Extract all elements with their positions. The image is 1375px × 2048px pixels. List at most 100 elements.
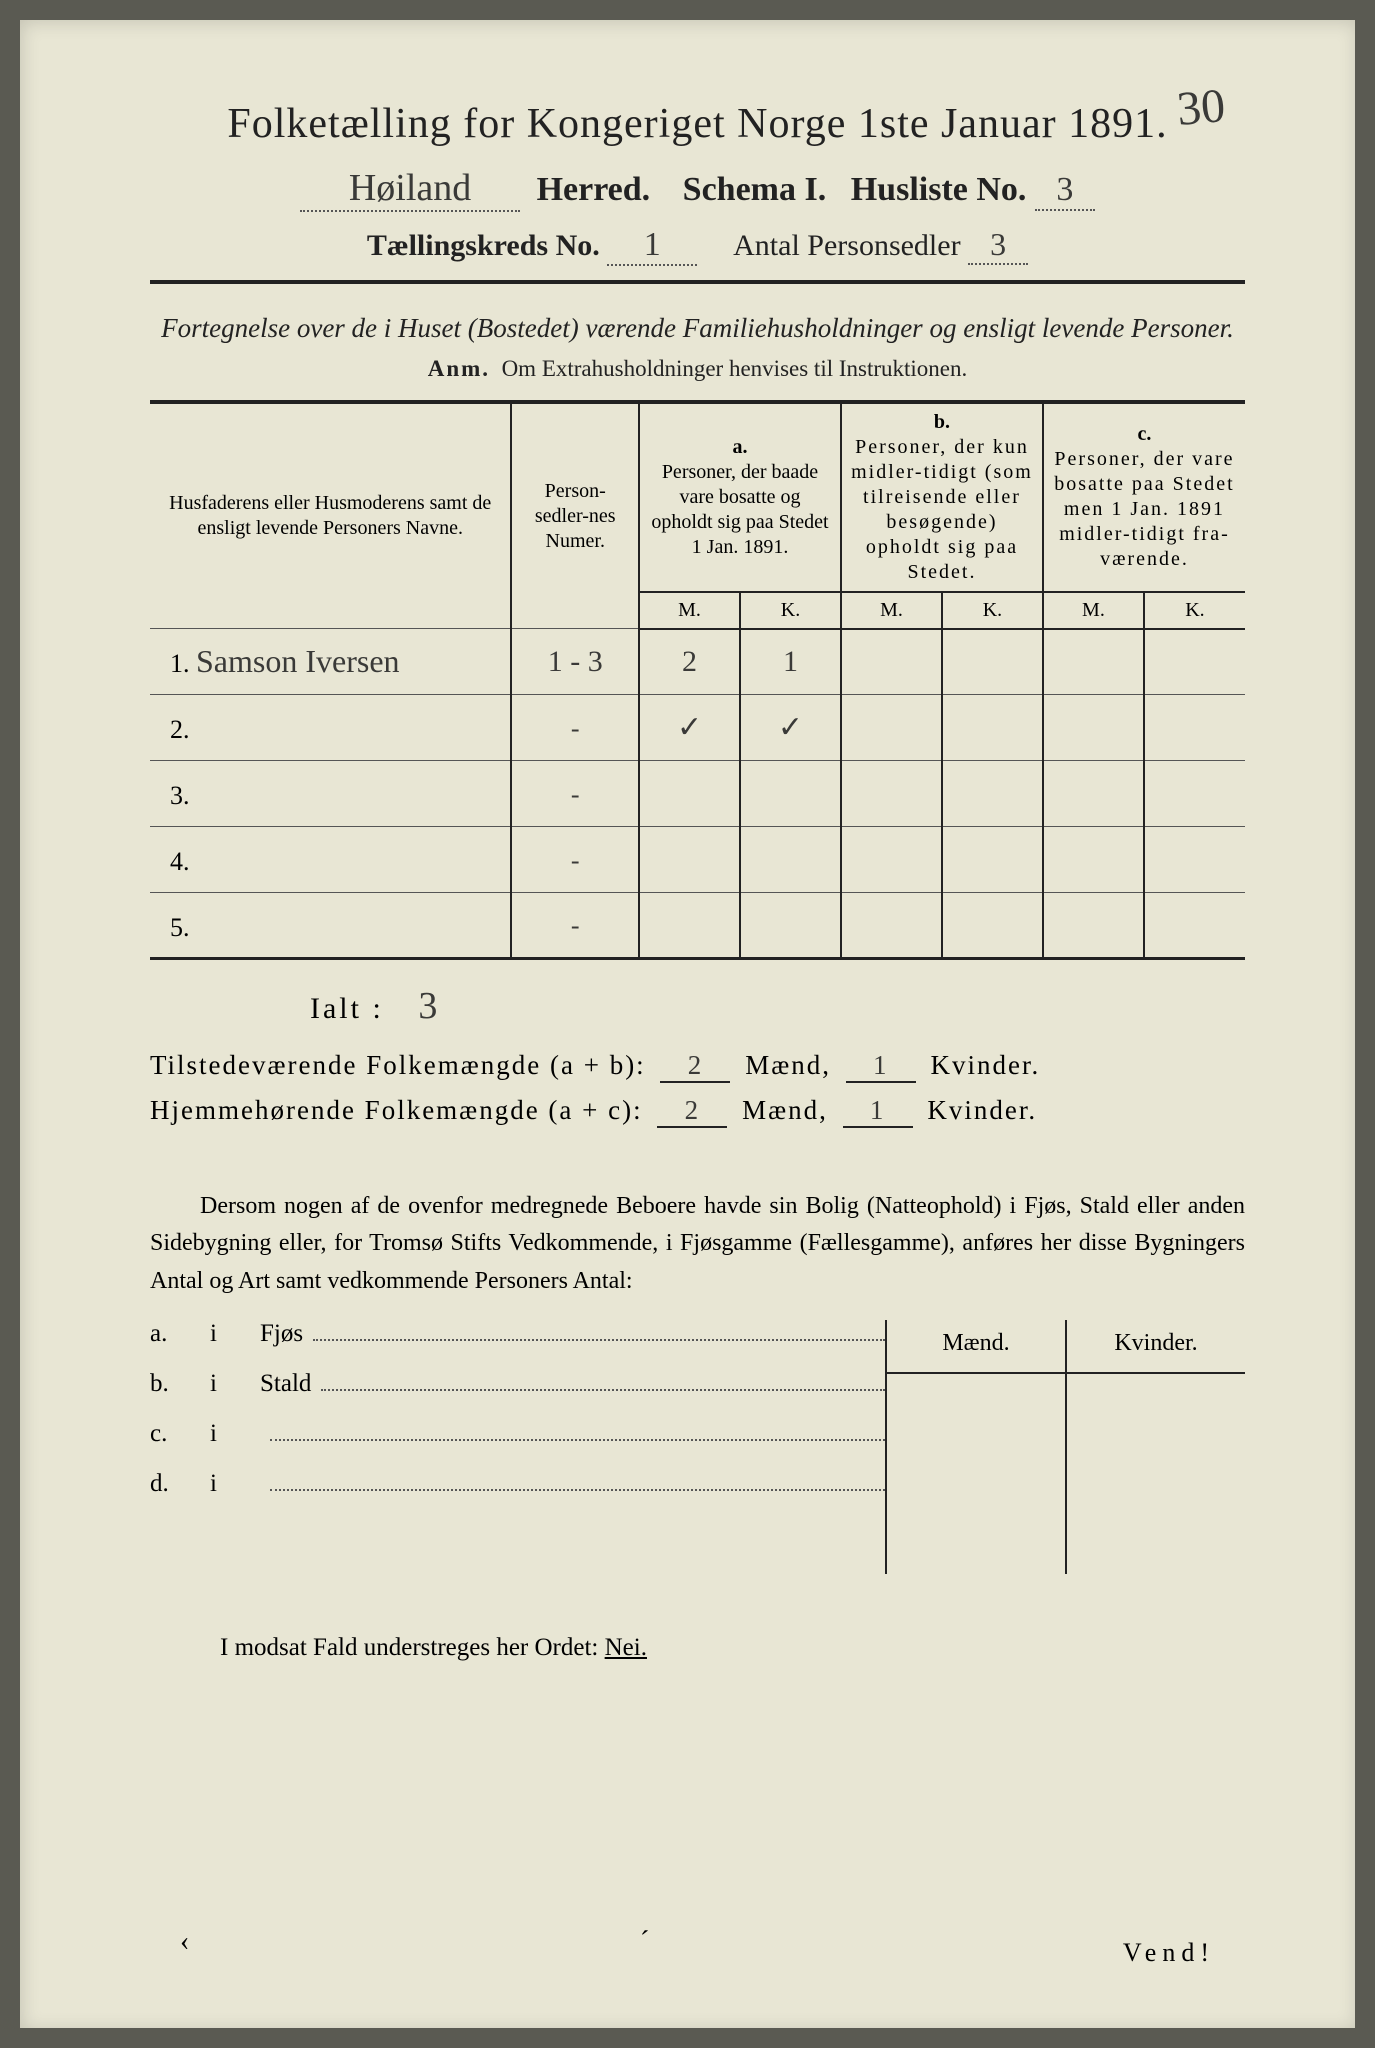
lower-word: Fjøs [260, 1320, 303, 1348]
cell-c-k [1144, 893, 1245, 959]
lower-row: c.i [150, 1420, 885, 1470]
modsat-line: I modsat Fald understreges her Ordet: Ne… [150, 1634, 1245, 1662]
cell-b-m [841, 629, 942, 695]
header-line-3: Tællingskreds No. 1 Antal Personsedler 3 [150, 226, 1245, 266]
cell-b-k [942, 629, 1043, 695]
lower-dots [313, 1327, 885, 1341]
anm-label: Anm. [428, 356, 490, 381]
col-header-c: c. Personer, der vare bosatte paa Stedet… [1043, 402, 1245, 592]
cell-c-m [1043, 827, 1144, 893]
lower-label: c. [150, 1420, 210, 1448]
cell-b-m [841, 893, 942, 959]
lower-col-m [887, 1374, 1067, 1574]
lower-head-k: Kvinder. [1067, 1320, 1245, 1372]
cell-num: - [511, 893, 639, 959]
lower-label: b. [150, 1370, 210, 1398]
cell-c-m [1043, 893, 1144, 959]
lower-right: Mænd. Kvinder. [885, 1320, 1245, 1574]
lower-row: d.i [150, 1470, 885, 1520]
sedler-label: Antal Personsedler [733, 229, 960, 262]
lower-dots [321, 1377, 885, 1391]
sum2-k: 1 [843, 1095, 913, 1128]
cell-c-k [1144, 827, 1245, 893]
anm-text: Om Extrahusholdninger henvises til Instr… [502, 356, 968, 381]
lower-label: a. [150, 1320, 210, 1348]
summary-line-2: Hjemmehørende Folkemængde (a + c): 2 Mæn… [150, 1095, 1245, 1128]
nei-word: Nei. [605, 1634, 647, 1661]
divider [150, 280, 1245, 284]
cell-a-m [639, 893, 740, 959]
tick-mark: ‹ [180, 1926, 189, 1958]
cell-b-m [841, 761, 942, 827]
cell-num: 1 - 3 [511, 629, 639, 695]
lower-i: i [210, 1470, 260, 1498]
cell-num: - [511, 695, 639, 761]
ialt-value: 3 [418, 985, 440, 1027]
col-c-k: K. [1144, 592, 1245, 629]
kreds-label: Tællingskreds No. [367, 229, 600, 262]
husliste-label: Husliste No. [851, 171, 1027, 208]
cell-c-m [1043, 629, 1144, 695]
cell-a-m: 2 [639, 629, 740, 695]
cell-c-k [1144, 629, 1245, 695]
col-header-b: b. Personer, der kun midler-tidigt (som … [841, 402, 1043, 592]
cell-a-k [740, 893, 841, 959]
lower-section: a.iFjøsb.iStaldc.id.i Mænd. Kvinder. [150, 1320, 1245, 1574]
tick-mark: ˊ [640, 1926, 649, 1958]
cell-b-k [942, 695, 1043, 761]
anm-line: Anm. Om Extrahusholdninger henvises til … [150, 356, 1245, 382]
herred-label: Herred. [537, 171, 651, 208]
header-line-2: Høiland Herred. Schema I. Husliste No. 3 [150, 166, 1245, 212]
table-row: 3. - [150, 761, 1245, 827]
row-number: 3. [150, 761, 511, 827]
row-number: 5. [150, 893, 511, 959]
col-header-name: Husfaderens eller Husmoderens samt de en… [150, 402, 511, 629]
table-row: 2. -✓✓ [150, 695, 1245, 761]
census-form-page: 30 Folketælling for Kongeriget Norge 1st… [20, 20, 1355, 2028]
col-a-k: K. [740, 592, 841, 629]
col-header-a: a. Personer, der baade vare bosatte og o… [639, 402, 841, 592]
lower-row: b.iStald [150, 1370, 885, 1420]
sum2-m: 2 [657, 1095, 727, 1128]
cell-b-m [841, 827, 942, 893]
cell-a-m [639, 761, 740, 827]
row-number: 1. Samson Iversen [150, 629, 511, 695]
cell-c-k [1144, 695, 1245, 761]
lower-i: i [210, 1320, 260, 1348]
cell-c-m [1043, 761, 1144, 827]
row-number: 2. [150, 695, 511, 761]
lower-dots [270, 1477, 885, 1491]
row-number: 4. [150, 827, 511, 893]
ialt-label: Ialt : [310, 992, 384, 1025]
cell-a-m [639, 827, 740, 893]
lower-label: d. [150, 1470, 210, 1498]
col-a-m: M. [639, 592, 740, 629]
table-row: 1. Samson Iversen1 - 321 [150, 629, 1245, 695]
lower-word: Stald [260, 1370, 311, 1398]
cell-b-k [942, 827, 1043, 893]
lower-i: i [210, 1370, 260, 1398]
page-title: Folketælling for Kongeriget Norge 1ste J… [150, 100, 1245, 148]
sedler-value: 3 [968, 226, 1028, 265]
census-table: Husfaderens eller Husmoderens samt de en… [150, 400, 1245, 961]
lower-head-m: Mænd. [887, 1320, 1067, 1372]
lower-left: a.iFjøsb.iStaldc.id.i [150, 1320, 885, 1574]
col-c-m: M. [1043, 592, 1144, 629]
cell-a-m: ✓ [639, 695, 740, 761]
sum1-k: 1 [846, 1050, 916, 1083]
vend-label: Vend! [1123, 1938, 1215, 1968]
herred-value: Høiland [300, 166, 520, 212]
lower-i: i [210, 1420, 260, 1448]
schema-label: Schema I. [683, 171, 827, 208]
cell-b-m [841, 695, 942, 761]
sum1-m: 2 [660, 1050, 730, 1083]
table-row: 4. - [150, 827, 1245, 893]
col-b-m: M. [841, 592, 942, 629]
cell-c-k [1144, 761, 1245, 827]
lower-col-k [1067, 1374, 1245, 1574]
cell-b-k [942, 761, 1043, 827]
table-row: 5. - [150, 893, 1245, 959]
husliste-value: 3 [1035, 171, 1095, 211]
col-b-k: K. [942, 592, 1043, 629]
cell-a-k: ✓ [740, 695, 841, 761]
